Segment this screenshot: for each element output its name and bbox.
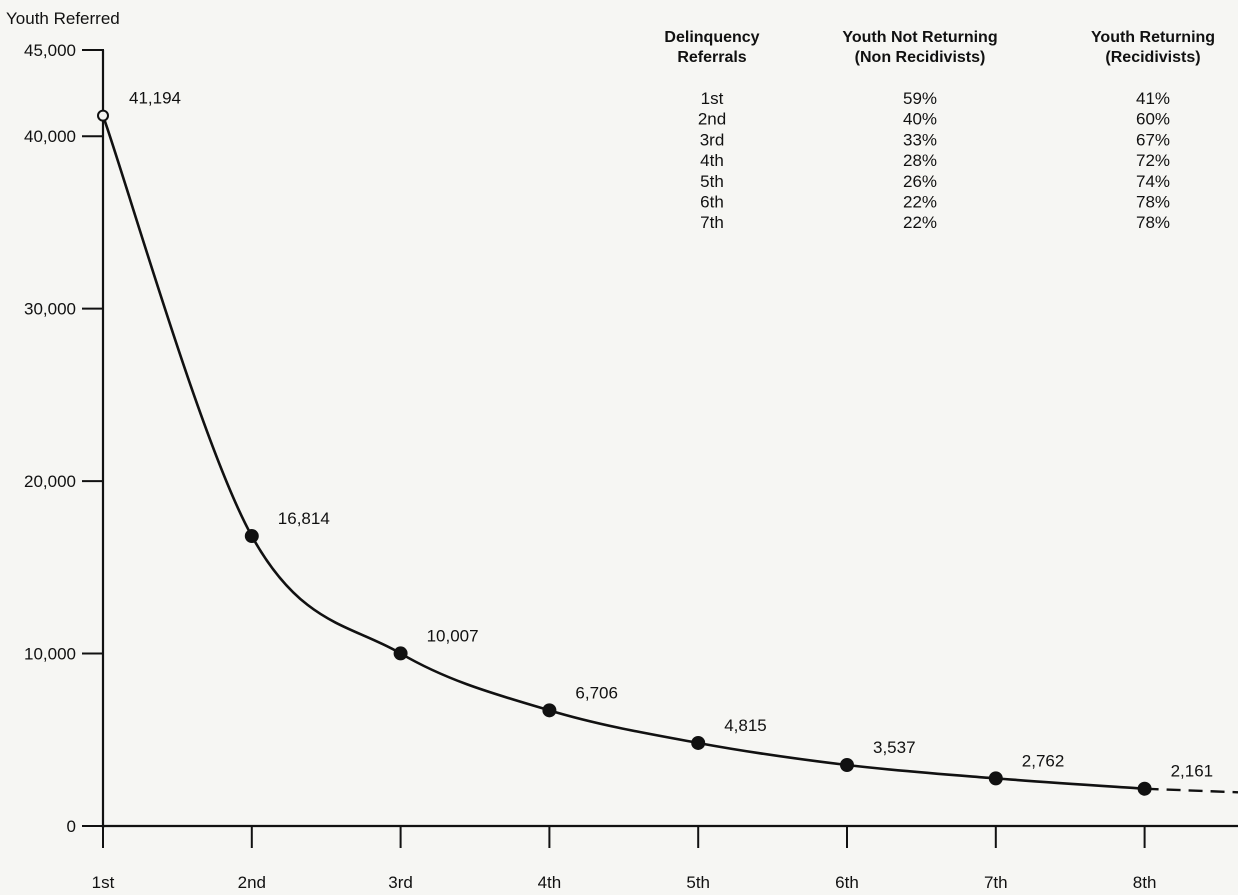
table-cell: 60% [1136, 110, 1170, 129]
y-tick-label: 0 [67, 817, 76, 836]
y-tick-label: 20,000 [24, 472, 76, 491]
table-cell: 78% [1136, 193, 1170, 212]
table-cell: 2nd [698, 110, 726, 129]
x-axis-ticks: 1st 2nd 3rd 4th 5th 6th 7th 8th [92, 826, 1157, 892]
series-extension-dashed [1144, 787, 1238, 794]
table-cell: 22% [903, 193, 937, 212]
data-label: 16,814 [278, 509, 330, 528]
y-tick-label: 10,000 [24, 645, 76, 664]
table-cell: 5th [700, 172, 724, 191]
table-cell: 3rd [700, 130, 725, 149]
x-tick-label: 2nd [238, 873, 266, 892]
y-tick-label: 30,000 [24, 300, 76, 319]
table-cell: 67% [1136, 130, 1170, 149]
y-axis-title: Youth Referred [6, 9, 120, 28]
table-cell: 28% [903, 151, 937, 170]
table-header: (Recidivists) [1105, 49, 1200, 66]
data-point [97, 109, 109, 122]
data-point [1137, 781, 1152, 796]
data-label: 10,007 [427, 626, 479, 645]
table-header: Youth Returning [1091, 29, 1215, 46]
x-tick-label: 8th [1133, 873, 1157, 892]
y-tick-label: 45,000 [24, 41, 76, 60]
table-cell: 26% [903, 172, 937, 191]
table-cell: 40% [903, 110, 937, 129]
data-points [97, 109, 1152, 796]
table-cell: 59% [903, 89, 937, 108]
series-lines [101, 115, 1238, 794]
table-header: Youth Not Returning [842, 29, 997, 46]
data-point [988, 771, 1003, 786]
data-label: 6,706 [575, 683, 618, 702]
x-tick-label: 3rd [388, 873, 413, 892]
x-tick-label: 5th [686, 873, 710, 892]
table-cell: 22% [903, 213, 937, 232]
data-point [542, 703, 557, 718]
y-axis-ticks: 0 10,000 20,000 30,000 40,000 45,000 [24, 41, 104, 836]
table-header: (Non Recidivists) [855, 49, 986, 66]
x-tick-label: 4th [538, 873, 562, 892]
table-cell: 41% [1136, 89, 1170, 108]
table-cell: 33% [903, 130, 937, 149]
data-point [840, 758, 854, 773]
data-point [244, 529, 259, 544]
table-header: Referrals [677, 49, 746, 66]
table-cell: 1st [701, 89, 724, 108]
y-tick-label: 40,000 [24, 127, 76, 146]
data-labels: 41,194 16,814 10,007 6,706 4,815 3,537 2,762 2,… [129, 89, 1213, 781]
recidivism-table: Delinquency Referrals Youth Not Returning (… [664, 29, 1215, 232]
table-header: Delinquency [664, 29, 759, 46]
table-cell: 6th [700, 193, 724, 212]
data-label: 2,762 [1022, 751, 1065, 770]
data-label: 41,194 [129, 89, 181, 108]
series-line [101, 115, 1145, 791]
data-label: 4,815 [724, 716, 767, 735]
data-point [393, 646, 408, 661]
x-tick-label: 1st [92, 873, 115, 892]
table-cell: 4th [700, 151, 724, 170]
x-tick-label: 7th [984, 873, 1008, 892]
data-label: 2,161 [1171, 762, 1214, 781]
data-label: 3,537 [873, 738, 916, 757]
data-point [691, 735, 706, 750]
table-cell: 74% [1136, 172, 1170, 191]
table-cell: 78% [1136, 213, 1170, 232]
table-cell: 72% [1136, 151, 1170, 170]
x-tick-label: 6th [835, 873, 859, 892]
table-cell: 7th [700, 213, 724, 232]
